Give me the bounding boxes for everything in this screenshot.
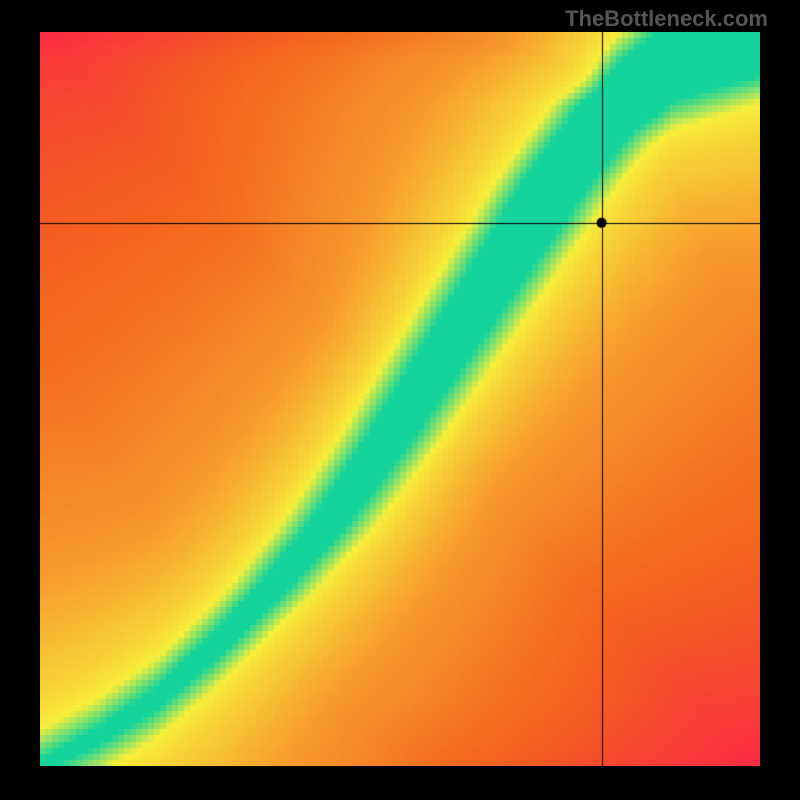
attribution-watermark: TheBottleneck.com: [565, 6, 768, 32]
bottleneck-heatmap: [40, 32, 760, 766]
